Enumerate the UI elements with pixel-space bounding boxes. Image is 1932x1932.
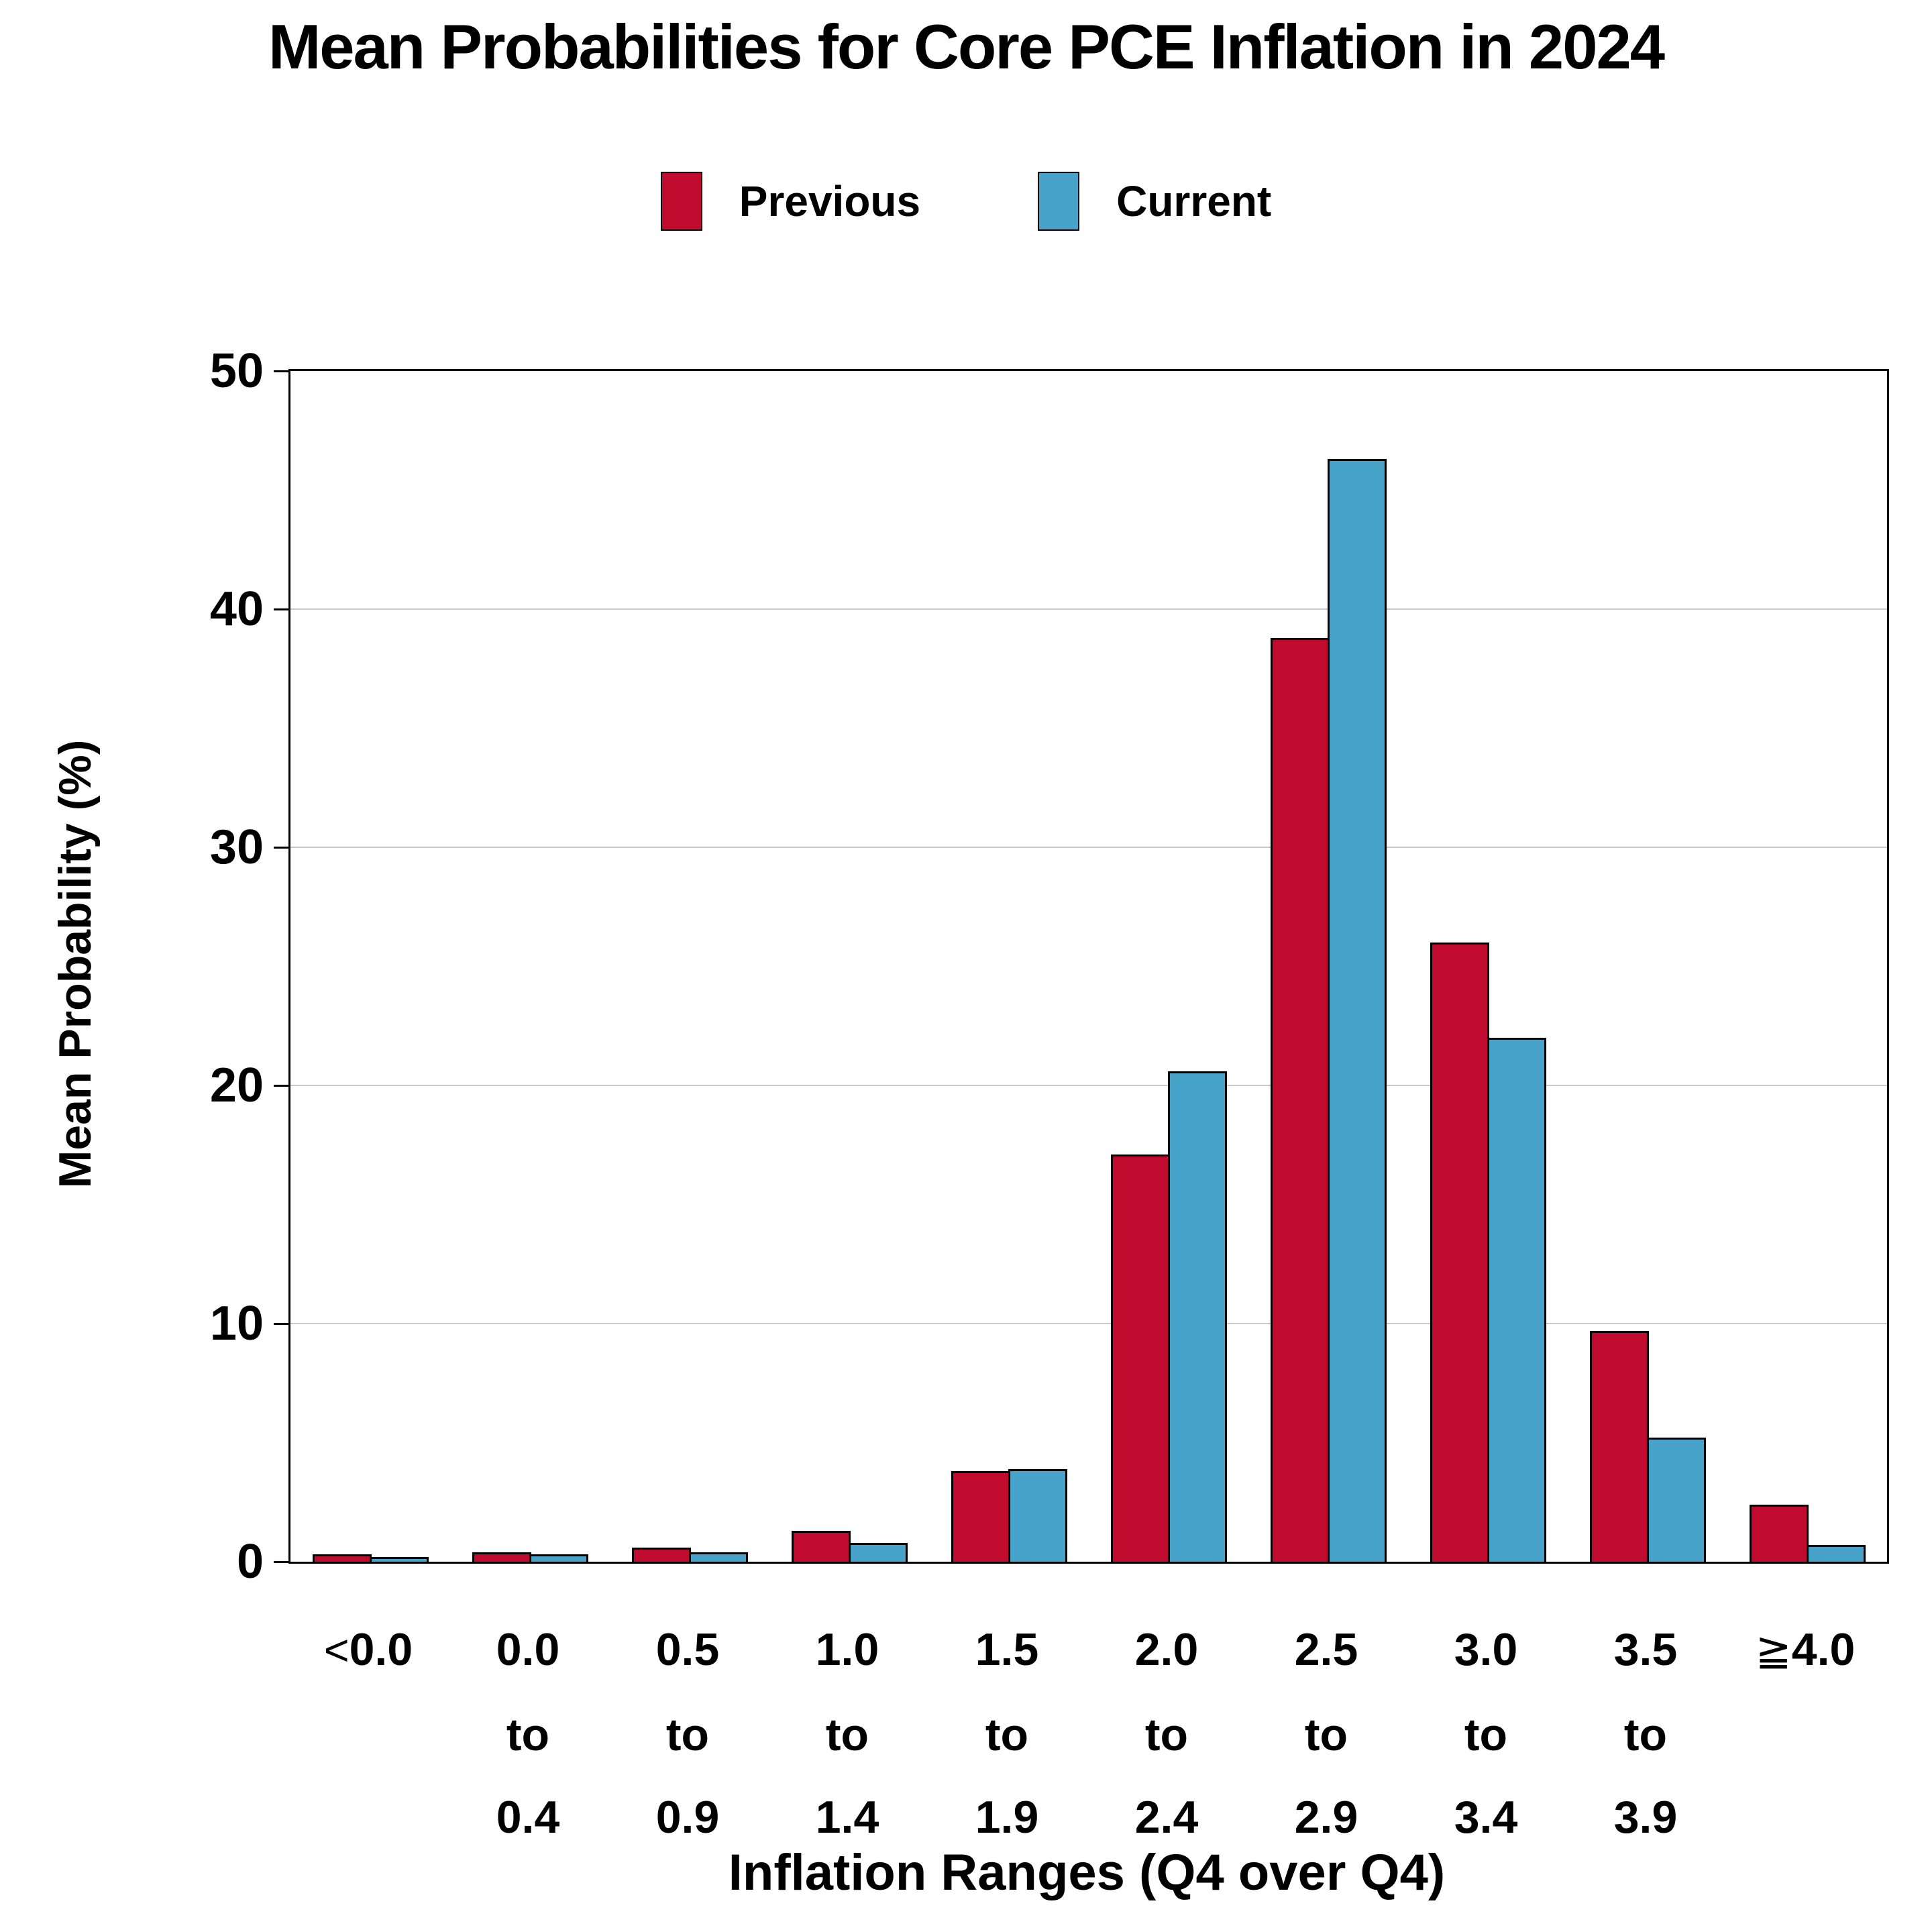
x-label-2-line-2: 0.9 — [655, 1792, 720, 1843]
y-tick-30 — [274, 846, 288, 849]
x-label-8-line-2: 3.9 — [1613, 1792, 1678, 1843]
bar-previous-5 — [1110, 1154, 1170, 1562]
y-tick-0 — [274, 1560, 288, 1563]
bar-previous-9 — [1749, 1504, 1809, 1562]
legend: Previous Current — [0, 172, 1932, 231]
bar-previous-1 — [472, 1552, 531, 1562]
legend-label-previous: Previous — [739, 177, 921, 225]
x-label-value: 0.0 — [349, 1624, 413, 1675]
x-label-1-line-0: 0.0 — [496, 1624, 560, 1675]
category-slot-4 — [929, 371, 1089, 1562]
bar-current-8 — [1646, 1438, 1706, 1562]
x-axis-labels: <0.0 0.0 to 0.4 0.5 to 0.9 1.0 to 1.4 1.5 to 1.9 2.0 t… — [288, 1610, 1885, 1898]
bar-current-5 — [1167, 1071, 1227, 1562]
x-label-6-line-1: to — [1304, 1709, 1348, 1760]
less-than-icon: < — [323, 1626, 350, 1674]
greater-equal-icon: ≧ — [1755, 1626, 1792, 1674]
category-slot-1 — [450, 371, 610, 1562]
plot-area: 0 10 20 30 40 50 — [210, 347, 1889, 1586]
x-label-1-line-1: to — [506, 1709, 550, 1760]
y-tick-40 — [274, 608, 288, 610]
bar-previous-4 — [951, 1471, 1010, 1562]
bar-previous-2 — [631, 1547, 691, 1562]
current-swatch-icon — [1038, 172, 1080, 231]
bar-previous-6 — [1270, 637, 1330, 1562]
legend-label-current: Current — [1116, 177, 1272, 225]
category-slot-3 — [769, 371, 929, 1562]
x-label-7-line-2: 3.4 — [1454, 1792, 1518, 1843]
bar-previous-3 — [791, 1530, 851, 1562]
bar-current-2 — [688, 1552, 748, 1562]
bar-previous-0 — [312, 1554, 372, 1562]
x-label-6-line-2: 2.9 — [1294, 1792, 1358, 1843]
x-label-9-line-0: ≧4.0 — [1756, 1627, 1856, 1672]
x-label-3-line-1: to — [825, 1709, 869, 1760]
y-tick-10 — [274, 1322, 288, 1325]
x-label-5-line-2: 2.4 — [1134, 1792, 1199, 1843]
x-label-7-line-1: to — [1464, 1709, 1508, 1760]
x-label-3-line-2: 1.4 — [815, 1792, 879, 1843]
x-label-8-line-1: to — [1623, 1709, 1668, 1760]
x-label-7-line-0: 3.0 — [1454, 1624, 1518, 1675]
bar-current-9 — [1806, 1545, 1866, 1562]
x-label-2-line-0: 0.5 — [655, 1624, 720, 1675]
y-tick-label-40: 40 — [209, 582, 264, 636]
x-label-4-line-0: 1.5 — [975, 1624, 1039, 1675]
x-label-2-line-1: to — [665, 1709, 710, 1760]
x-label-8-line-0: 3.5 — [1613, 1624, 1678, 1675]
bar-previous-7 — [1430, 943, 1489, 1562]
bar-previous-8 — [1589, 1330, 1649, 1562]
y-tick-label-30: 30 — [209, 820, 264, 874]
category-slot-5 — [1089, 371, 1248, 1562]
previous-swatch-icon — [660, 172, 702, 231]
x-axis-title: Inflation Ranges (Q4 over Q4) — [728, 1844, 1446, 1901]
y-tick-label-20: 20 — [209, 1059, 264, 1112]
x-label-1-line-2: 0.4 — [496, 1792, 560, 1843]
chart-title: Mean Probabilities for Core PCE Inflatio… — [268, 11, 1665, 82]
y-tick-20 — [274, 1084, 288, 1087]
y-tick-label-50: 50 — [209, 344, 264, 398]
category-slot-6 — [1248, 371, 1408, 1562]
legend-item-previous: Previous — [660, 172, 921, 231]
x-label-5-line-0: 2.0 — [1134, 1624, 1199, 1675]
y-tick-50 — [274, 370, 288, 372]
x-label-3-line-0: 1.0 — [815, 1624, 879, 1675]
gridline-20 — [290, 1085, 1887, 1086]
category-slot-8 — [1568, 371, 1727, 1562]
x-label-6-line-0: 2.5 — [1294, 1624, 1358, 1675]
bar-current-0 — [369, 1556, 429, 1562]
bar-current-6 — [1327, 459, 1387, 1562]
y-tick-label-10: 10 — [209, 1297, 264, 1350]
y-axis-title: Mean Probability (%) — [50, 739, 101, 1189]
x-label-4-line-1: to — [985, 1709, 1029, 1760]
x-label-value: 4.0 — [1791, 1624, 1856, 1675]
category-slot-2 — [610, 371, 769, 1562]
x-label-0-line-0: <0.0 — [324, 1627, 413, 1672]
x-label-5-line-1: to — [1144, 1709, 1189, 1760]
gridline-40 — [290, 608, 1887, 610]
category-slot-9 — [1727, 371, 1887, 1562]
category-slot-0 — [290, 371, 450, 1562]
category-slot-7 — [1408, 371, 1568, 1562]
gridline-10 — [290, 1323, 1887, 1324]
gridline-30 — [290, 847, 1887, 848]
bar-current-1 — [529, 1554, 588, 1562]
x-label-4-line-2: 1.9 — [975, 1792, 1039, 1843]
bar-current-7 — [1487, 1038, 1546, 1562]
bar-current-3 — [848, 1542, 908, 1562]
y-tick-label-0: 0 — [236, 1535, 264, 1589]
legend-item-current: Current — [1038, 172, 1271, 231]
bar-current-4 — [1008, 1468, 1067, 1562]
